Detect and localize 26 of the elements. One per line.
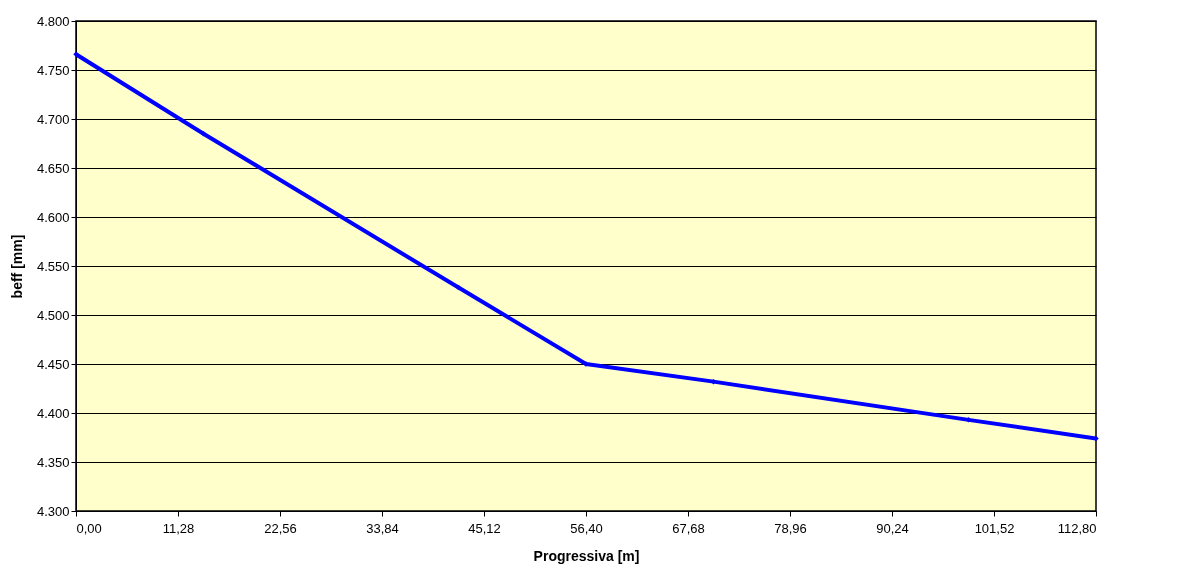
point <box>73 51 79 58</box>
x-tick-label: 22,56 <box>264 520 297 536</box>
x-tick-label: 11,28 <box>162 520 195 536</box>
y-axis-title: beff [mm] <box>8 234 25 299</box>
y-tick-label: 4.500 <box>36 307 70 323</box>
x-axis-title: Progressiva [m] <box>533 547 640 564</box>
y-tick-label: 4.550 <box>36 258 70 274</box>
y-tick-label: 4.350 <box>36 454 70 470</box>
x-tick-label: 67,68 <box>672 520 705 536</box>
y-tick-label: 4.450 <box>36 356 70 372</box>
y-tick-label: 4.700 <box>36 111 70 127</box>
x-tick-label: 90,24 <box>876 520 909 536</box>
x-tick-label: 56,40 <box>570 520 603 536</box>
x-tick-label: 0,00 <box>76 520 102 536</box>
x-tick-label: 45,12 <box>468 520 501 536</box>
x-tick-label: 78,96 <box>774 520 807 536</box>
point <box>1093 435 1099 442</box>
x-tick-label: 101,52 <box>974 520 1015 536</box>
x-tick-label: 112,80 <box>1057 520 1097 536</box>
y-tick-label: 4.750 <box>36 62 70 78</box>
y-tick-label: 4.800 <box>36 13 70 29</box>
y-tick-label: 4.400 <box>36 405 70 421</box>
x-tick-label: 33,84 <box>366 520 399 536</box>
y-tick-label: 4.600 <box>36 209 70 225</box>
y-tick-label: 4.650 <box>36 160 70 176</box>
y-tick-label: 4.300 <box>36 503 70 519</box>
